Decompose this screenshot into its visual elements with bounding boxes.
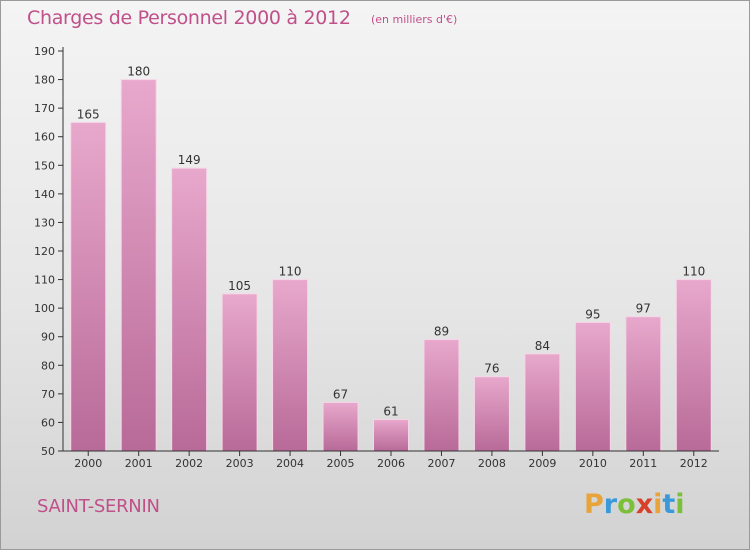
x-tick-label-2011: 2011 — [629, 457, 657, 470]
bar-2010 — [574, 321, 611, 452]
y-tick-label-140: 140 — [34, 188, 55, 201]
logo-letter: r — [603, 489, 618, 520]
x-tick-label-2009: 2009 — [528, 457, 556, 470]
bar-2011 — [625, 316, 662, 452]
y-tick-label-130: 130 — [34, 216, 55, 229]
x-tick-label-2008: 2008 — [478, 457, 506, 470]
y-tick-label-70: 70 — [41, 388, 55, 401]
bar-2001 — [120, 79, 157, 452]
y-tick-label-180: 180 — [34, 74, 55, 87]
y-tick-label-170: 170 — [34, 102, 55, 115]
value-label-2006: 61 — [383, 405, 398, 419]
value-label-2012: 110 — [682, 265, 705, 279]
value-label-2011: 97 — [636, 302, 651, 316]
value-label-2004: 110 — [279, 265, 302, 279]
bar-2012 — [675, 279, 712, 452]
commune-name: SAINT-SERNIN — [37, 496, 160, 517]
x-tick-label-2003: 2003 — [226, 457, 254, 470]
logo-letter: i — [653, 489, 663, 520]
chart-title: Charges de Personnel 2000 à 2012 — [27, 7, 351, 29]
value-label-2001: 180 — [127, 65, 150, 79]
value-label-2008: 76 — [484, 362, 499, 376]
x-tick-label-2012: 2012 — [680, 457, 708, 470]
proxiti-logo[interactable]: Proxiti — [584, 489, 685, 520]
value-label-2000: 165 — [77, 107, 100, 121]
y-tick-label-50: 50 — [41, 445, 55, 458]
logo-letter: o — [617, 489, 636, 520]
value-label-2009: 84 — [535, 339, 550, 353]
y-tick-label-190: 190 — [34, 45, 55, 58]
value-label-2007: 89 — [434, 325, 449, 339]
x-tick-label-2007: 2007 — [427, 457, 455, 470]
x-tick-label-2004: 2004 — [276, 457, 304, 470]
y-tick-label-120: 120 — [34, 245, 55, 258]
value-label-2010: 95 — [585, 307, 600, 321]
logo-letter: t — [662, 489, 676, 520]
value-label-2002: 149 — [178, 153, 201, 167]
x-tick-label-2006: 2006 — [377, 457, 405, 470]
y-tick-label-90: 90 — [41, 331, 55, 344]
x-tick-label-2001: 2001 — [125, 457, 153, 470]
bar-2009 — [524, 353, 561, 452]
value-label-2003: 105 — [228, 279, 251, 293]
bar-2006 — [373, 419, 409, 452]
x-tick-label-2005: 2005 — [327, 457, 355, 470]
bar-2007 — [423, 339, 460, 452]
y-tick-label-110: 110 — [34, 274, 55, 287]
bars-layer: 165 180 149 105 110 67 61 89 76 84 95 97 110 — [70, 65, 712, 452]
chart-unit-subtitle: (en milliers d'€) — [371, 13, 458, 26]
y-tick-label-80: 80 — [41, 359, 55, 372]
axis-layer: 2000 2001 2002 2003 2004 2005 2006 2007 2008 2009… — [34, 45, 719, 470]
logo-letter: P — [584, 489, 604, 520]
bar-2005 — [322, 401, 359, 452]
logo-letter: i — [675, 489, 685, 520]
x-tick-label-2010: 2010 — [579, 457, 607, 470]
bar-2004 — [272, 279, 309, 452]
y-tick-label-160: 160 — [34, 131, 55, 144]
bar-2008 — [473, 376, 510, 452]
logo-letter: x — [635, 489, 654, 520]
bar-2000 — [70, 121, 107, 452]
y-tick-label-150: 150 — [34, 159, 55, 172]
x-tick-label-2000: 2000 — [74, 457, 102, 470]
y-tick-label-60: 60 — [41, 416, 55, 429]
y-tick-label-100: 100 — [34, 302, 55, 315]
value-label-2005: 67 — [333, 387, 348, 401]
bar-2003 — [221, 293, 258, 452]
x-tick-label-2002: 2002 — [175, 457, 203, 470]
bar-2002 — [171, 167, 208, 452]
